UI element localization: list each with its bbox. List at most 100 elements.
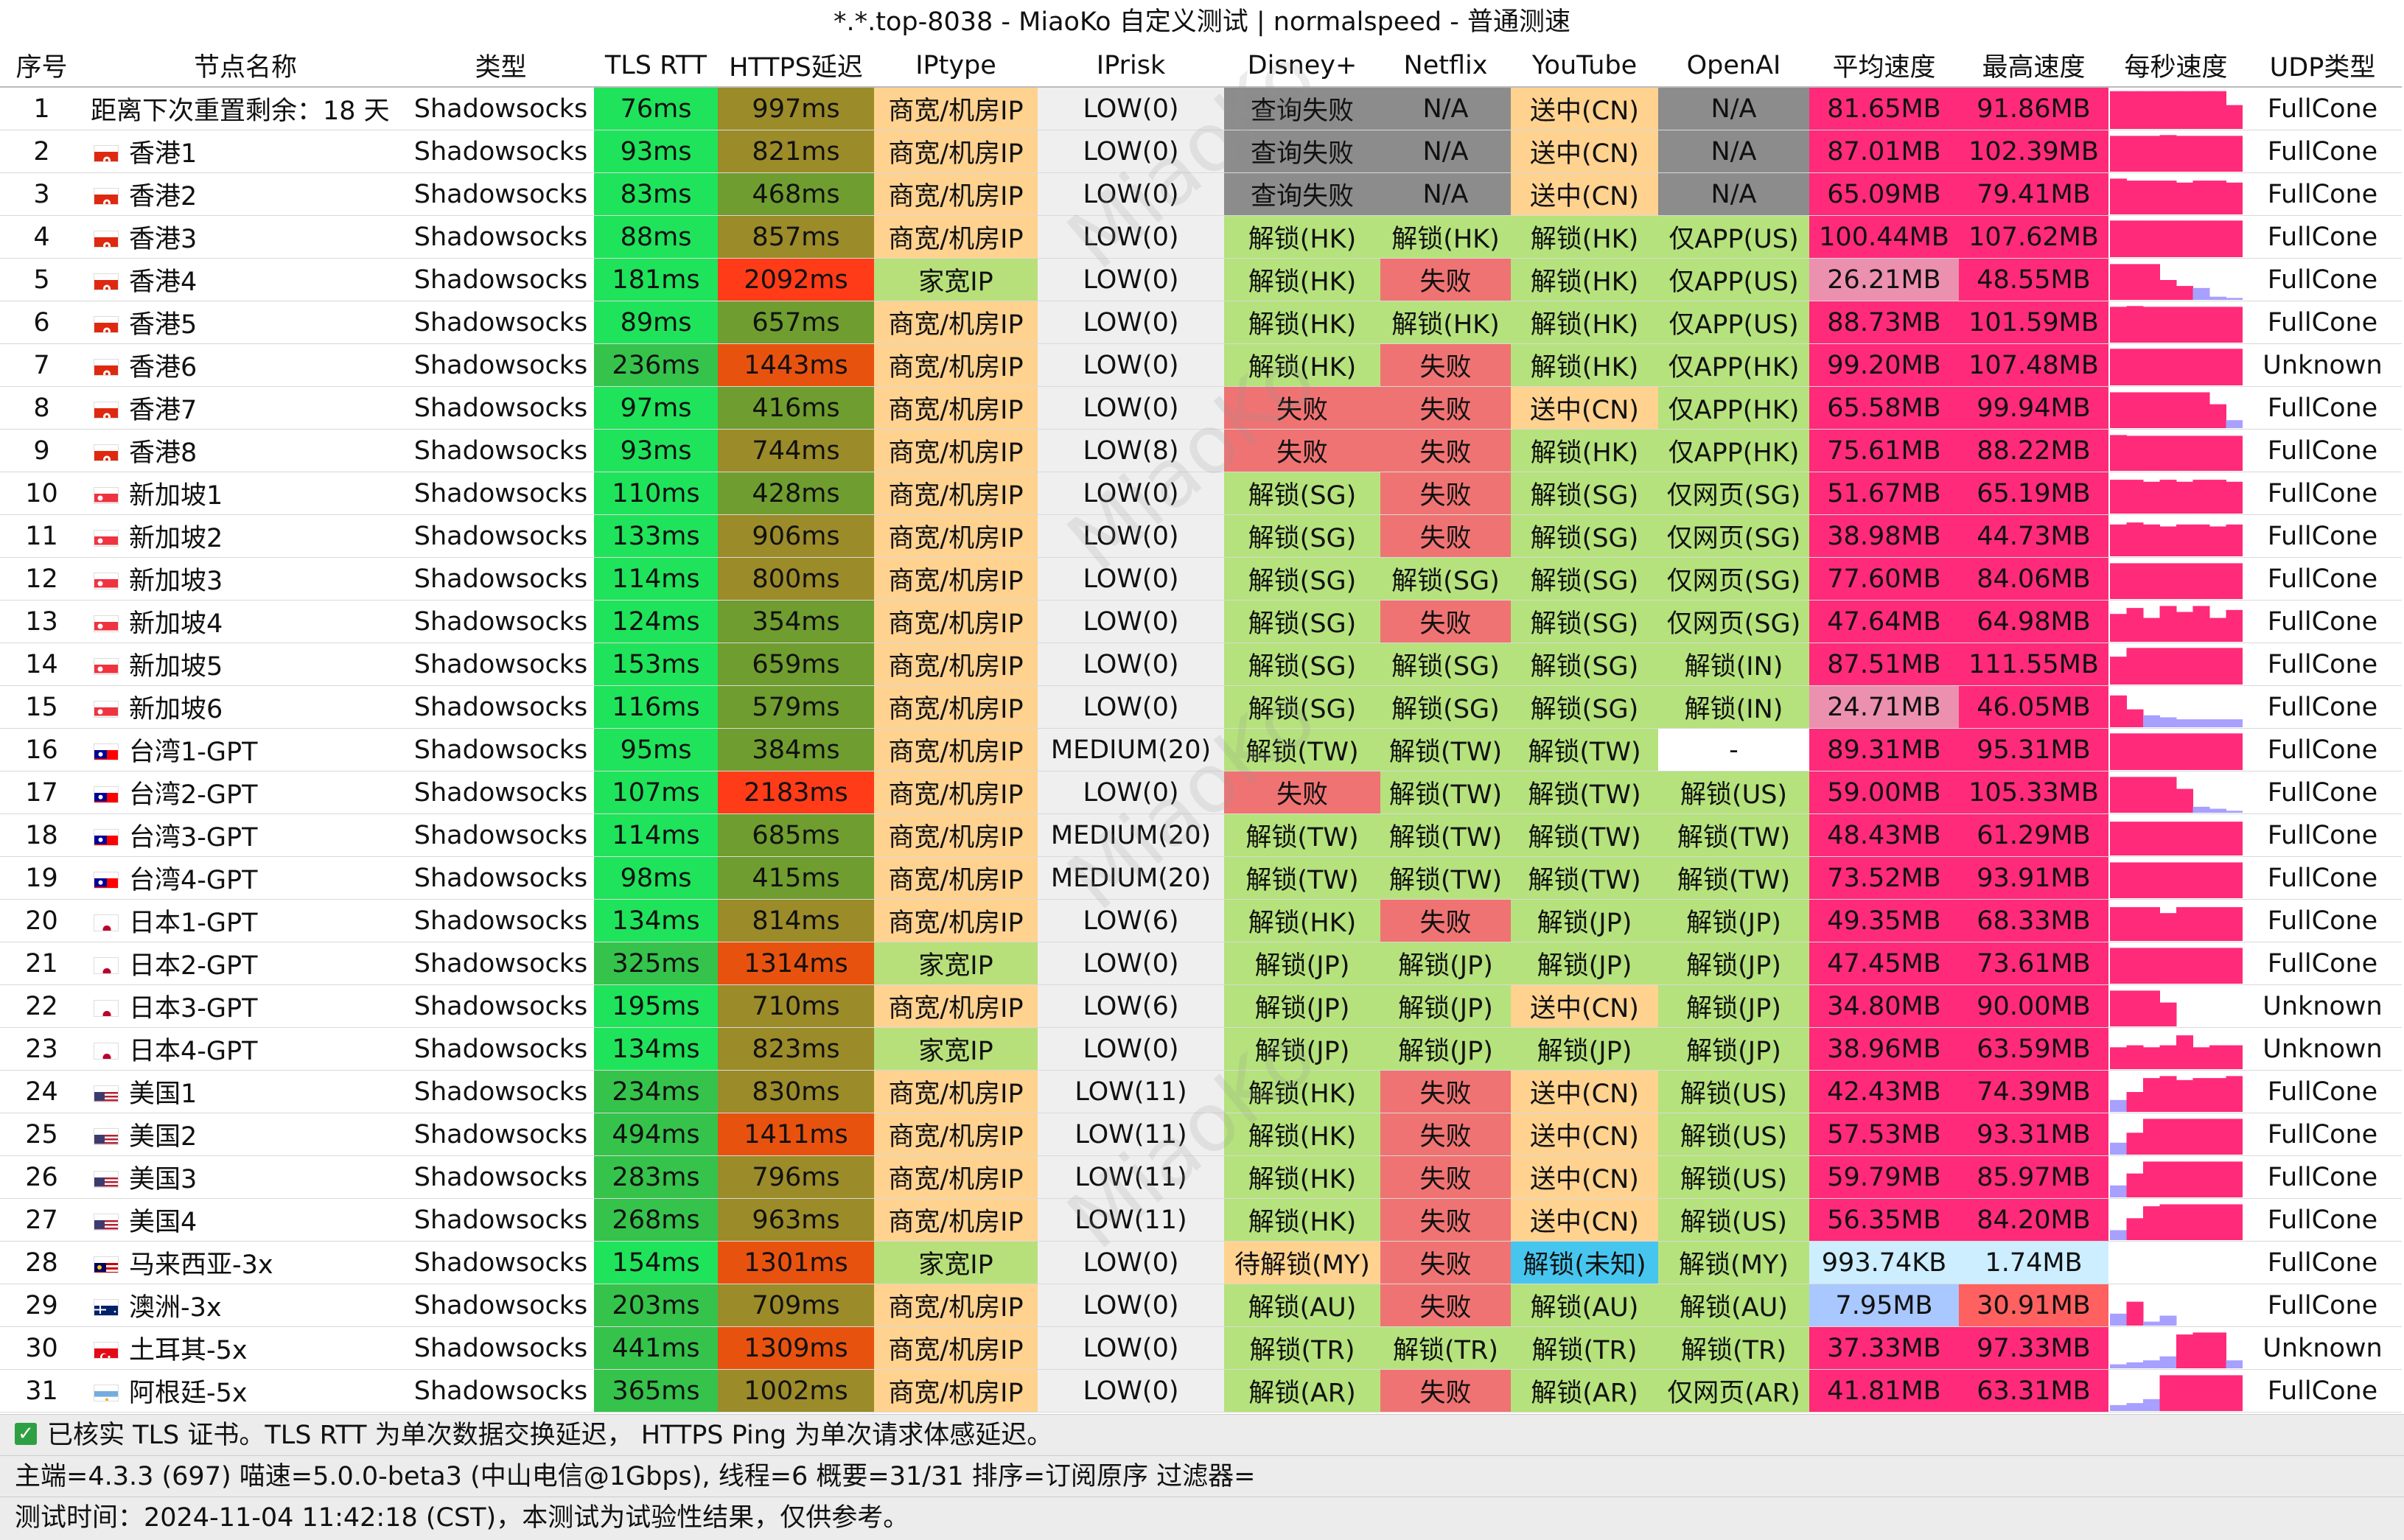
udp-type-cell: FullCone [2243,1241,2402,1284]
header-udp-type[interactable]: UDP类型 [2243,44,2402,88]
speed-bar [2159,1118,2176,1155]
table-row[interactable]: 12 新加坡3 Shadowsocks 114ms 800ms 商宽/机房IP LOW(0)… [0,557,2402,601]
table-row[interactable]: 27 美国4 Shadowsocks 268ms 963ms 商宽/机房IP LOW(11)… [0,1198,2402,1242]
table-row[interactable]: 18 台湾3-GPT Shadowsocks 114ms 685ms 商宽/机房IP MED… [0,813,2402,857]
table-row[interactable]: 15 新加坡6 Shadowsocks 116ms 579ms 商宽/机房IP LOW(0)… [0,685,2402,729]
header-disney[interactable]: Disney+ [1224,44,1380,88]
header-tls-rtt[interactable]: TLS RTT [594,44,718,88]
speed-bar [2142,715,2160,727]
table-row[interactable]: 30 土耳其-5x Shadowsocks 441ms 1309ms 商宽/机房IP LOW… [0,1326,2402,1370]
table-row[interactable]: 21 日本2-GPT Shadowsocks 325ms 1314ms 家宽IP LOW(0… [0,942,2402,985]
speed-bar [2126,91,2143,129]
openai-cell: 解锁(US) [1658,1198,1809,1242]
iprisk-cell: LOW(0) [1038,301,1224,344]
table-row[interactable]: 3 香港2 Shadowsocks 83ms 468ms 商宽/机房IP LOW(0) 查询失… [0,172,2402,216]
speed-bar [2192,306,2209,343]
tls-rtt-cell: 134ms [594,1027,718,1071]
header-max-speed[interactable]: 最高速度 [1959,44,2108,88]
table-row[interactable]: 4 香港3 Shadowsocks 88ms 857ms 商宽/机房IP LOW(0) 解锁(… [0,215,2402,259]
table-row[interactable]: 19 台湾4-GPT Shadowsocks 98ms 415ms 商宽/机房IP MEDI… [0,856,2402,900]
table-row[interactable]: 23 日本4-GPT Shadowsocks 134ms 823ms 家宽IP LOW(0)… [0,1027,2402,1071]
table-row[interactable]: 10 新加坡1 Shadowsocks 110ms 428ms 商宽/机房IP LOW(0)… [0,472,2402,515]
table-row[interactable]: 22 日本3-GPT Shadowsocks 195ms 710ms 商宽/机房IP LOW… [0,984,2402,1028]
table-row[interactable]: 2 香港1 Shadowsocks 93ms 821ms 商宽/机房IP LOW(0) 查询失… [0,130,2402,173]
header-index[interactable]: 序号 [0,44,83,88]
table-row[interactable]: 13 新加坡4 Shadowsocks 124ms 354ms 商宽/机房IP LOW(0)… [0,600,2402,643]
per-second-speed-cell [2108,557,2243,601]
header-per-second-speed[interactable]: 每秒速度 [2108,44,2243,88]
table-row[interactable]: 9 香港8 Shadowsocks 93ms 744ms 商宽/机房IP LOW(8) 失败失… [0,429,2402,472]
speed-bar [2192,906,2209,941]
index-cell: 9 [0,429,83,472]
header-openai[interactable]: OpenAI [1658,44,1809,88]
iptype-cell: 商宽/机房IP [874,1155,1038,1199]
youtube-cell: 解锁(TR) [1511,1326,1658,1370]
header-youtube[interactable]: YouTube [1511,44,1658,88]
speed-bar [2176,135,2193,172]
speed-bar [2209,906,2226,941]
node-name: 新加坡4 [129,609,223,639]
iptype-cell: 家宽IP [874,1241,1038,1284]
speed-bar [2176,612,2193,642]
speed-bar [2226,220,2243,257]
per-second-speed-cell [2108,343,2243,387]
table-row[interactable]: 26 美国3 Shadowsocks 283ms 796ms 商宽/机房IP LOW(11)… [0,1155,2402,1199]
table-row[interactable]: 1 距离下次重置剩余：18 天 Shadowsocks 76ms 997ms 商宽/机房I… [0,87,2402,130]
header-iptype[interactable]: IPtype [874,44,1038,88]
node-name: 台湾2-GPT [129,780,258,810]
node-name-cell: 台湾3-GPT [83,813,408,857]
tls-rtt-cell: 93ms [594,429,718,472]
table-row[interactable]: 20 日本1-GPT Shadowsocks 134ms 814ms 商宽/机房IP LOW… [0,899,2402,942]
table-row[interactable]: 25 美国2 Shadowsocks 494ms 1411ms 商宽/机房IP LOW(11… [0,1113,2402,1156]
flag-hk-icon [94,444,119,461]
table-row[interactable]: 29 澳洲-3x Shadowsocks 203ms 709ms 商宽/机房IP LOW(0… [0,1284,2402,1327]
max-speed-cell: 73.61MB [1959,942,2108,985]
youtube-cell: 解锁(SG) [1511,600,1658,643]
speed-bar [2176,306,2193,343]
header-https-delay[interactable]: HTTPS延迟 [718,44,874,88]
speed-bar [2176,524,2193,556]
table-row[interactable]: 6 香港5 Shadowsocks 89ms 657ms 商宽/机房IP LOW(0) 解锁(… [0,301,2402,344]
header-node-name[interactable]: 节点名称 [83,44,408,88]
speed-bar [2159,91,2176,129]
table-row[interactable]: 5 香港4 Shadowsocks 181ms 2092ms 家宽IP LOW(0) 解锁(H… [0,258,2402,301]
udp-type-cell: FullCone [2243,813,2402,857]
type-cell: Shadowsocks [408,87,594,130]
table-row[interactable]: 8 香港7 Shadowsocks 97ms 416ms 商宽/机房IP LOW(0) 失败失… [0,386,2402,430]
header-avg-speed[interactable]: 平均速度 [1809,44,1959,88]
https-delay-cell: 468ms [718,172,874,216]
speed-bar [2226,609,2243,642]
flag-jp-icon [94,1042,119,1060]
table-row[interactable]: 31 阿根廷-5x Shadowsocks 365ms 1002ms 商宽/机房IP LOW… [0,1369,2402,1413]
flag-us-icon [94,1085,119,1102]
header-iprisk[interactable]: IPrisk [1038,44,1224,88]
speed-bar [2159,821,2176,855]
per-second-speed-cell [2108,813,2243,857]
speed-bar [2176,1035,2193,1069]
header-type[interactable]: 类型 [408,44,594,88]
table-row[interactable]: 28 马来西亚-3x Shadowsocks 154ms 1301ms 家宽IP LOW(0… [0,1241,2402,1284]
node-name-cell: 距离下次重置剩余：18 天 [83,87,408,130]
iptype-cell: 商宽/机房IP [874,472,1038,515]
node-name: 澳洲-3x [129,1293,222,1323]
table-row[interactable]: 16 台湾1-GPT Shadowsocks 95ms 384ms 商宽/机房IP MEDI… [0,728,2402,771]
node-name: 香港1 [129,139,198,169]
iptype-cell: 商宽/机房IP [874,643,1038,686]
flag-jp-icon [94,914,119,931]
header-netflix[interactable]: Netflix [1380,44,1511,88]
iptype-cell: 商宽/机房IP [874,600,1038,643]
speed-bar [2159,1045,2176,1069]
speed-bar [2209,808,2226,813]
table-row[interactable]: 14 新加坡5 Shadowsocks 153ms 659ms 商宽/机房IP LOW(0)… [0,643,2402,686]
table-row[interactable]: 24 美国1 Shadowsocks 234ms 830ms 商宽/机房IP LOW(11)… [0,1070,2402,1113]
table-row[interactable]: 17 台湾2-GPT Shadowsocks 107ms 2183ms 商宽/机房IP LO… [0,771,2402,814]
table-row[interactable]: 7 香港6 Shadowsocks 236ms 1443ms 商宽/机房IP LOW(0) 解… [0,343,2402,387]
iptype-cell: 家宽IP [874,1027,1038,1071]
per-second-speed-cell [2108,258,2243,301]
speed-bar [2192,435,2209,471]
table-row[interactable]: 11 新加坡2 Shadowsocks 133ms 906ms 商宽/机房IP LOW(0)… [0,514,2402,558]
speed-bar [2126,647,2143,685]
avg-speed-cell: 73.52MB [1809,856,1959,900]
flag-au-icon [94,1298,119,1316]
speed-bar [2209,718,2226,727]
